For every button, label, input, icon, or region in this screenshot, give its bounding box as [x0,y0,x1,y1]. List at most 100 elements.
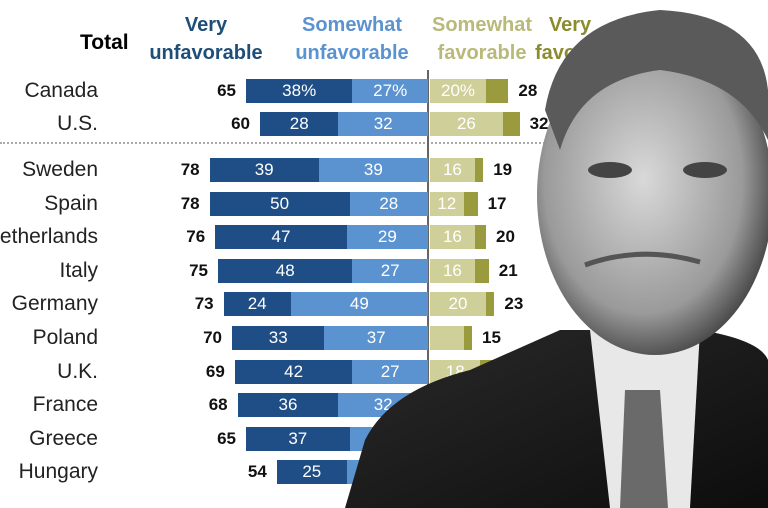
bar-label: 36 [278,395,298,415]
bar [486,292,495,317]
bar-label: 38% [282,81,317,100]
bar-label: 39 [254,160,274,179]
bar [237,393,339,418]
total-label: 19 [493,160,513,179]
category-label: Sweden [22,158,98,181]
bar [463,326,472,350]
bar [430,326,464,350]
bar [430,112,503,136]
bar-label: 27 [380,361,400,381]
bar [338,112,428,136]
center-axis [427,70,429,508]
bar [209,191,350,216]
total-label: 21 [498,260,518,280]
bar-label: 39 [363,160,383,179]
bar [290,292,428,317]
bar [430,292,486,317]
bar-label: 33 [268,328,288,347]
bar-label: 16 [442,227,462,247]
legend-entry: Somewhat favorable [431,14,533,64]
category-label: Germany [11,292,98,316]
bar-label: 37 [366,328,386,347]
bar-label: 27% [373,81,408,100]
bar [218,258,353,283]
category-label: Canada [24,79,98,102]
bar [246,79,353,103]
bar [352,79,428,103]
bar [260,112,339,136]
bar-label: 16 [442,260,462,280]
total-label: 69 [205,361,225,381]
bar-label: 50 [270,193,290,213]
bar [234,359,353,384]
bar [209,158,319,182]
total-label: 28 [518,81,538,100]
legend-entry: Somewhat unfavorable [295,14,409,64]
bar-label: 28 [379,193,399,213]
total-label: 76 [186,227,206,247]
total-label: 60 [231,114,250,133]
total-label: 65 [217,428,236,448]
bar [324,326,428,350]
bar-label: 20 [448,294,468,314]
bar-label: 42 [284,361,304,381]
bar-label: 16 [442,160,462,179]
bar [430,258,475,283]
totals-header: Total [80,31,129,54]
bar [346,225,428,250]
category-label: France [32,393,98,417]
bar [474,225,486,250]
bar [430,79,486,103]
bar-label: 27 [380,260,400,280]
bar-label: 32 [373,114,393,133]
bar-label: 20% [440,81,476,100]
bar-label: 24 [247,294,267,314]
separator [0,142,560,144]
category-label: Italy [59,258,98,282]
bar-label: 32 [373,395,393,415]
bar [349,191,428,216]
bar [463,191,478,216]
category-label: Greece [29,426,98,450]
bar-label: 48 [275,260,295,280]
bar-label: 49 [349,294,369,314]
total-label: 70 [203,328,222,347]
total-label: 17 [487,193,507,213]
total-label: 15 [482,328,501,347]
bar-label: 28 [289,114,309,133]
category-label: Poland [32,326,98,349]
total-label: 68 [208,395,228,415]
category-label: U.K. [57,359,98,383]
bar-label: 26 [456,114,476,133]
bar-label: 29 [377,227,397,247]
bar-label: 37 [288,428,308,448]
total-label: 75 [189,260,208,280]
total-label: 32 [529,114,549,133]
bar [318,158,428,182]
category-label: U.S. [57,112,98,135]
bar-label: 25 [302,462,322,482]
bar [276,460,347,485]
bar-label: 12 [437,193,457,213]
bar [502,112,520,136]
category-label: Hungary [18,460,98,484]
bar [215,225,347,250]
total-label: 54 [247,462,267,482]
legend-entry: Very unfavorable [149,14,263,64]
bar [430,158,475,182]
total-label: 78 [180,160,200,179]
total-label: 23 [504,294,524,314]
total-label: 20 [496,227,515,247]
total-label: 73 [194,294,214,314]
bar [223,292,291,317]
bar [352,359,428,384]
bar-label: 47 [271,227,291,247]
bar [246,426,350,451]
bar [430,191,464,216]
category-label: Spain [44,191,98,215]
bar [232,326,325,350]
bar [352,258,428,283]
bar [474,158,484,182]
